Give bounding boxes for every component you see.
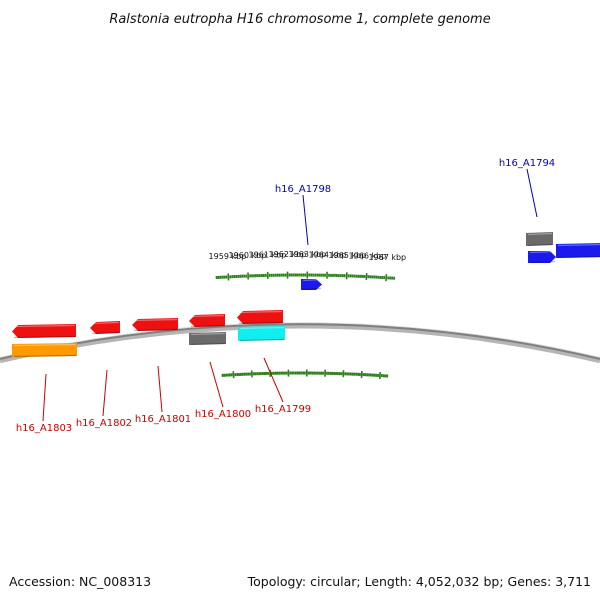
gene-feature-cyan[interactable] bbox=[238, 326, 285, 342]
scale-label-1962: 1962 kbp bbox=[269, 250, 307, 259]
gene-highlight bbox=[190, 332, 226, 336]
backbone-shadow bbox=[0, 323, 600, 364]
gene-label-h16_A1801[interactable]: h16_A1801 bbox=[135, 414, 191, 425]
gene-shadow bbox=[13, 354, 77, 358]
gene-shadow bbox=[302, 287, 322, 291]
gene-highlight bbox=[13, 324, 76, 328]
gene-label-h16_A1798[interactable]: h16_A1798 bbox=[275, 184, 331, 195]
gene-body bbox=[189, 332, 226, 345]
gene-features bbox=[12, 232, 600, 358]
gene-h16_A1801[interactable] bbox=[132, 318, 178, 332]
gene-h16_A1799[interactable] bbox=[237, 310, 283, 325]
gene-body bbox=[132, 318, 178, 331]
outer-tick-track bbox=[215, 271, 396, 282]
scale-label-1966: 1966 kbp bbox=[349, 252, 387, 261]
gene-shadow bbox=[239, 338, 285, 342]
gene-body bbox=[189, 314, 225, 327]
gene-shadow bbox=[91, 331, 120, 335]
gene-shadow bbox=[190, 342, 226, 346]
gene-shadow bbox=[557, 256, 600, 259]
gene-label-h16_A1803[interactable]: h16_A1803 bbox=[16, 423, 72, 434]
scale-label-1959: 1959 kbp bbox=[209, 252, 247, 261]
scale-label-1961: 1961 kbp bbox=[249, 250, 287, 259]
leader-line-h16_A1802 bbox=[102, 369, 108, 417]
gene-feature-blue-long[interactable] bbox=[556, 243, 600, 259]
leader-line-h16_A1799 bbox=[263, 357, 284, 403]
backbone-line bbox=[0, 322, 600, 360]
gene-body bbox=[301, 279, 322, 290]
gene-shadow bbox=[238, 321, 283, 325]
gene-body bbox=[526, 232, 553, 246]
scale-label-1967: 1967 kbp bbox=[368, 253, 406, 262]
gene-body bbox=[556, 243, 600, 258]
gene-label-h16_A1794[interactable]: h16_A1794 bbox=[499, 158, 555, 169]
gene-h16_A1803[interactable] bbox=[12, 324, 76, 339]
gene-highlight bbox=[239, 326, 285, 330]
gene-feature-orange[interactable] bbox=[12, 343, 77, 358]
chromosome-backbone bbox=[0, 322, 600, 364]
gene-shadow bbox=[527, 243, 553, 247]
gene-feature-gray-a[interactable] bbox=[189, 332, 226, 346]
gene-body bbox=[238, 326, 285, 341]
gene-body bbox=[12, 324, 76, 338]
gene-h16_A1800[interactable] bbox=[189, 314, 225, 328]
scale-label-1963: 1963 kbp bbox=[289, 250, 327, 259]
gene-label-h16_A1799[interactable]: h16_A1799 bbox=[255, 404, 311, 415]
gene-shadow bbox=[190, 324, 225, 328]
gene-highlight bbox=[190, 314, 225, 318]
gene-feature-gray-b[interactable] bbox=[526, 232, 553, 247]
gene-labels: h16_A1794 h16_A1798 h16_A1799 h16_A1800 h16_… bbox=[16, 158, 555, 434]
backbone-highlight bbox=[0, 322, 600, 358]
inner-tick-track bbox=[221, 369, 389, 380]
scale-label-1960: 1960 kbp bbox=[229, 251, 267, 260]
gene-body bbox=[528, 251, 556, 263]
gene-shadow bbox=[529, 260, 556, 264]
gene-label-h16_A1802[interactable]: h16_A1802 bbox=[76, 418, 132, 429]
gene-h16_A1794[interactable] bbox=[528, 250, 556, 264]
leader-line-h16_A1803 bbox=[42, 373, 47, 422]
gene-body bbox=[237, 310, 283, 324]
gene-highlight bbox=[133, 318, 178, 322]
gene-body bbox=[12, 343, 77, 357]
leader-line-h16_A1794 bbox=[526, 168, 538, 218]
gene-highlight bbox=[13, 343, 77, 347]
gene-highlight bbox=[527, 232, 553, 236]
gene-shadow bbox=[13, 335, 76, 339]
gene-h16_A1798[interactable] bbox=[301, 278, 322, 291]
gene-highlight bbox=[302, 278, 322, 282]
gene-shadow bbox=[133, 328, 178, 332]
gene-highlight bbox=[238, 310, 283, 314]
leader-line-h16_A1798 bbox=[302, 194, 309, 246]
gene-highlight bbox=[529, 250, 556, 254]
scale-label-1964: 1964 kbp bbox=[309, 250, 347, 259]
map-title: Ralstonia eutropha H16 chromosome 1, com… bbox=[109, 12, 490, 27]
accession-text: Accession: NC_008313 bbox=[9, 574, 151, 589]
leader-line-h16_A1801 bbox=[157, 365, 163, 413]
scale-label-1965: 1965 kbp bbox=[329, 251, 367, 260]
genome-summary-text: Topology: circular; Length: 4,052,032 bp… bbox=[247, 574, 591, 589]
gene-highlight bbox=[91, 321, 120, 325]
gene-h16_A1802[interactable] bbox=[90, 321, 120, 335]
gene-label-h16_A1800[interactable]: h16_A1800 bbox=[195, 409, 251, 420]
leader-line-h16_A1800 bbox=[209, 361, 224, 408]
gene-highlight bbox=[557, 244, 600, 247]
gene-body bbox=[90, 321, 120, 334]
